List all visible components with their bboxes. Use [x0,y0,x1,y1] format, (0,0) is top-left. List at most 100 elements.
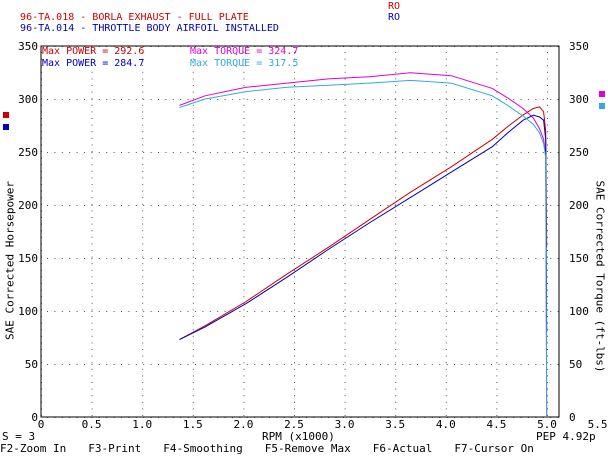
grid-dot [439,258,441,259]
grid-dot [142,302,144,304]
grid-dot [431,258,433,259]
grid-dot [445,375,447,377]
grid-dot [547,250,548,251]
grid-dot [91,217,93,218]
grid-dot [395,58,397,60]
series-line-1 [179,106,548,341]
grid-dot [483,311,485,312]
grid-dot [491,311,492,312]
grid-dot [445,223,447,225]
function-key-6[interactable]: F6-Actual [372,442,433,455]
grid-dot [142,243,144,245]
grid-dot [547,355,548,357]
grid-dot [283,364,285,365]
grid-dot [142,296,144,298]
function-key-3[interactable]: F3-Print [88,442,142,455]
grid-dot [246,152,248,153]
grid-dot [496,276,498,278]
grid-dot [491,205,492,206]
y-tick-label-right: 350 [569,40,589,53]
grid-dot [243,98,245,100]
grid-dot [180,258,182,259]
grid-dot [344,375,346,377]
grid-dot [294,52,295,53]
grid-dot [395,111,397,113]
grid-dot [217,205,219,206]
grid-dot [243,177,245,179]
grid-dot [547,98,548,100]
grid-dot [547,322,548,324]
grid-dot [209,258,211,259]
grid-dot [496,85,498,86]
grid-dot [445,322,447,324]
function-key-2[interactable]: F2-Zoom In [0,442,67,455]
grid-dot [192,58,194,60]
grid-dot [344,197,346,199]
grid-dot [91,263,93,265]
grid-dot [294,190,295,192]
grid-dot [91,99,93,100]
grid-dot [142,131,144,133]
grid-dot [91,197,93,199]
grid-dots [41,46,559,418]
grid-dot [192,269,194,271]
grid-dot [547,289,548,291]
grid-dot [402,205,404,206]
grid-dot [344,118,346,119]
grid-dot [91,157,93,159]
grid-dot [535,152,537,153]
grid-dot [294,58,295,60]
grid-dot [547,137,548,139]
grid-dot [445,210,447,212]
grid-dot [547,203,548,205]
grid-dot [192,355,194,357]
grid-dot [192,395,194,397]
grid-dot [142,322,144,324]
grid-dot [269,311,270,312]
function-key-5[interactable]: F5-Remove Max [264,442,351,455]
grid-dot [243,375,245,377]
function-key-4[interactable]: F4-Smoothing [163,442,243,455]
grid-dot [294,415,295,416]
function-key-7[interactable]: F7-Cursor On [454,442,534,455]
grid-dot [445,349,447,350]
grid-dot [445,124,447,126]
grid-dot [172,205,174,206]
grid-dot [547,375,548,377]
y-tick-label-left: 300 [18,93,38,106]
grid-dot [91,335,93,337]
grid-dot [283,99,285,100]
grid-dot [91,388,93,390]
grid-dot [402,99,404,100]
grid-dot [224,311,226,312]
grid-dot [113,205,115,206]
grid-dot [344,210,346,212]
grid-dot [91,401,93,403]
grid-dot [496,104,498,106]
series-line-3 [179,114,548,341]
max-power-red: Max POWER = 292.6 [42,46,145,57]
grid-dot [150,258,152,259]
grid-dot [269,99,270,100]
grid-dot [344,184,346,185]
x-tick-label: 1.5 [183,418,203,431]
grid-dot [243,296,245,298]
grid-dot [357,99,359,100]
grid-dot [243,157,245,159]
grid-dot [113,311,115,312]
grid-dot [294,362,295,364]
grid-dot [121,311,122,312]
grid-dot [192,203,194,205]
grid-dot [445,203,447,205]
grid-dot [91,104,93,106]
grid-dot [306,99,307,100]
grid-dot [547,263,548,265]
grid-dot [294,65,295,67]
grid-dot [496,210,498,212]
grid-dot [547,342,548,344]
grid-dot [142,203,144,205]
grid-dot [192,243,194,245]
grid-dot [142,144,144,146]
grid-dot [372,364,374,365]
grid-dot [395,375,397,377]
